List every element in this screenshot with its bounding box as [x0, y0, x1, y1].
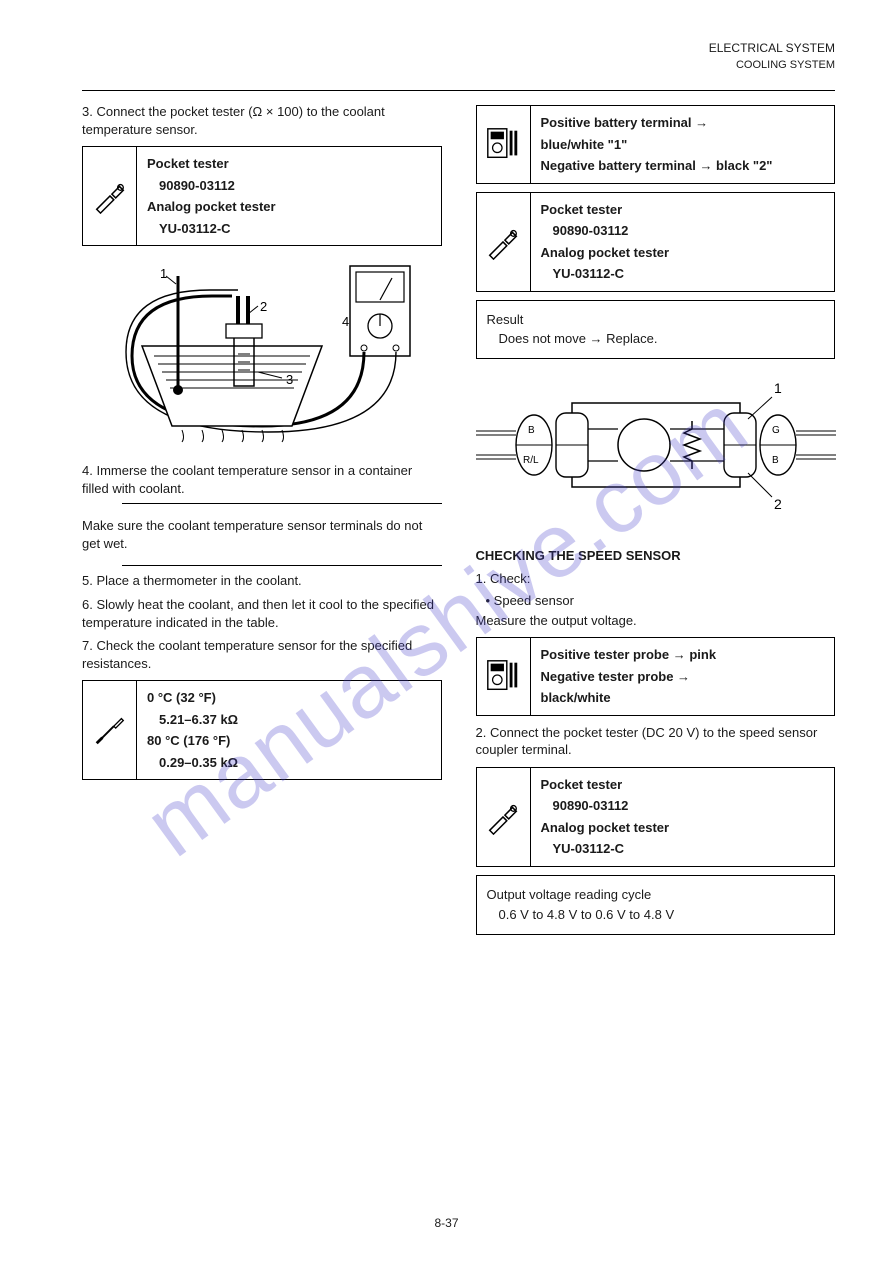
step-4-rule-bottom — [122, 565, 442, 566]
step-5: 5. Place a thermometer in the coolant. — [82, 572, 442, 590]
fan-result-l2: Result — [487, 311, 825, 329]
svg-text:B: B — [528, 425, 535, 436]
speed-measure-text: Positive tester probe → pink Negative te… — [531, 638, 835, 715]
tool-icon-2 — [477, 193, 531, 291]
speed-step-1-item-text: Speed sensor — [494, 593, 574, 608]
left-column: 3. Connect the pocket tester (Ω × 100) t… — [82, 97, 442, 943]
spec-temp-2: 80 °C (176 °F) — [147, 732, 431, 750]
tool-spec-box: Pocket tester 90890-03112 Analog pocket … — [82, 146, 442, 246]
tool-code-1: 90890-03112 — [159, 177, 431, 195]
speed-result-l1: Output voltage reading cycle — [487, 886, 825, 904]
svg-text:G: G — [772, 425, 780, 436]
speed-measure-box: Positive tester probe → pink Negative te… — [476, 637, 836, 716]
multimeter-icon — [477, 106, 531, 183]
speed-tool-box: Pocket tester 90890-03112 Analog pocket … — [476, 767, 836, 867]
spec-res-2: 0.29–0.35 kΩ — [159, 754, 431, 772]
svg-text:1: 1 — [774, 380, 782, 396]
page-number: 8-37 — [434, 1215, 458, 1231]
resistance-spec-box: 0 °C (32 °F) 5.21–6.37 kΩ 80 °C (176 °F)… — [82, 680, 442, 780]
svg-text:R/L: R/L — [523, 455, 539, 466]
spec-icon — [83, 681, 137, 779]
right-column: Positive battery terminal → blue/white "… — [476, 97, 836, 943]
fan-tool-l2: 90890-03112 — [553, 222, 825, 240]
svg-text:B: B — [772, 455, 779, 466]
speed-step-1-ref: Measure the output voltage. — [476, 612, 836, 630]
fan-measure-box: Positive battery terminal → blue/white "… — [476, 105, 836, 184]
step-7: 7. Check the coolant temperature sensor … — [82, 637, 442, 672]
speed-tool-l3: Analog pocket tester — [541, 819, 825, 837]
two-column-layout: 3. Connect the pocket tester (Ω × 100) t… — [82, 97, 835, 943]
tool-code-2: YU-03112-C — [159, 220, 431, 238]
fan-tool-text: Pocket tester 90890-03112 Analog pocket … — [531, 193, 835, 291]
step-4-note: Make sure the coolant temperature sensor… — [82, 517, 442, 552]
speed-step-2: 2. Connect the pocket tester (DC 20 V) t… — [476, 724, 836, 759]
speed-meas-l2: Negative tester probe → — [541, 668, 825, 686]
speed-meas-l1: Positive tester probe → pink — [541, 646, 825, 664]
fan-meas-l1: Positive battery terminal → — [541, 114, 825, 132]
tool-name-2: Analog pocket tester — [147, 198, 431, 216]
tool-spec-text: Pocket tester 90890-03112 Analog pocket … — [137, 147, 441, 245]
step-3: 3. Connect the pocket tester (Ω × 100) t… — [82, 103, 442, 138]
step-4-rule-top — [122, 503, 442, 504]
speed-sensor-heading: CHECKING THE SPEED SENSOR — [476, 547, 836, 565]
speed-step-1: 1. Check: — [476, 570, 836, 588]
step-6: 6. Slowly heat the coolant, and then let… — [82, 596, 442, 631]
speed-result-l2: 0.6 V to 4.8 V to 0.6 V to 4.8 V — [499, 906, 825, 924]
fan-result-l1: Does not move → Replace. — [499, 330, 825, 348]
step-4: 4. Immerse the coolant temperature senso… — [82, 462, 442, 497]
speed-tool-l2: 90890-03112 — [553, 797, 825, 815]
fan-tool-l4: YU-03112-C — [553, 265, 825, 283]
fan-meas-l3: Negative battery terminal → black "2" — [541, 157, 825, 175]
page: manualshive.com ELECTRICAL SYSTEM COOLIN… — [0, 0, 893, 1263]
speed-meas-l3: black/white — [541, 689, 825, 707]
tool-icon — [83, 147, 137, 245]
top-rule — [82, 90, 835, 91]
multimeter-icon-2 — [477, 638, 531, 715]
fan-tool-box: Pocket tester 90890-03112 Analog pocket … — [476, 192, 836, 292]
fan-result-box: Result Does not move → Replace. — [476, 300, 836, 359]
diagram-label-1: 1 — [160, 266, 167, 281]
diagram-label-3: 3 — [286, 372, 293, 387]
fan-tool-l3: Analog pocket tester — [541, 244, 825, 262]
spec-temp-1: 0 °C (32 °F) — [147, 689, 431, 707]
speed-result-box: Output voltage reading cycle 0.6 V to 4.… — [476, 875, 836, 935]
tool-icon-3 — [477, 768, 531, 866]
fan-measure-text: Positive battery terminal → blue/white "… — [531, 106, 835, 183]
resistance-spec-text: 0 °C (32 °F) 5.21–6.37 kΩ 80 °C (176 °F)… — [137, 681, 441, 779]
speed-tool-text: Pocket tester 90890-03112 Analog pocket … — [531, 768, 835, 866]
diagram-label-2: 2 — [260, 299, 267, 314]
header-subtopic: COOLING SYSTEM — [736, 58, 835, 73]
fan-connector-diagram: B R/L G B — [476, 369, 836, 519]
svg-text:2: 2 — [774, 496, 782, 512]
fan-tool-l1: Pocket tester — [541, 201, 825, 219]
speed-tool-l1: Pocket tester — [541, 776, 825, 794]
coolant-sensor-diagram: 1 2 4 3 — [82, 256, 442, 456]
spec-res-1: 5.21–6.37 kΩ — [159, 711, 431, 729]
fan-meas-l2: blue/white "1" — [541, 136, 825, 154]
diagram-label-4: 4 — [342, 314, 349, 329]
speed-step-1-item: • Speed sensor — [486, 592, 836, 610]
tool-name-1: Pocket tester — [147, 155, 431, 173]
speed-tool-l4: YU-03112-C — [553, 840, 825, 858]
header-topic: ELECTRICAL SYSTEM — [709, 40, 835, 56]
